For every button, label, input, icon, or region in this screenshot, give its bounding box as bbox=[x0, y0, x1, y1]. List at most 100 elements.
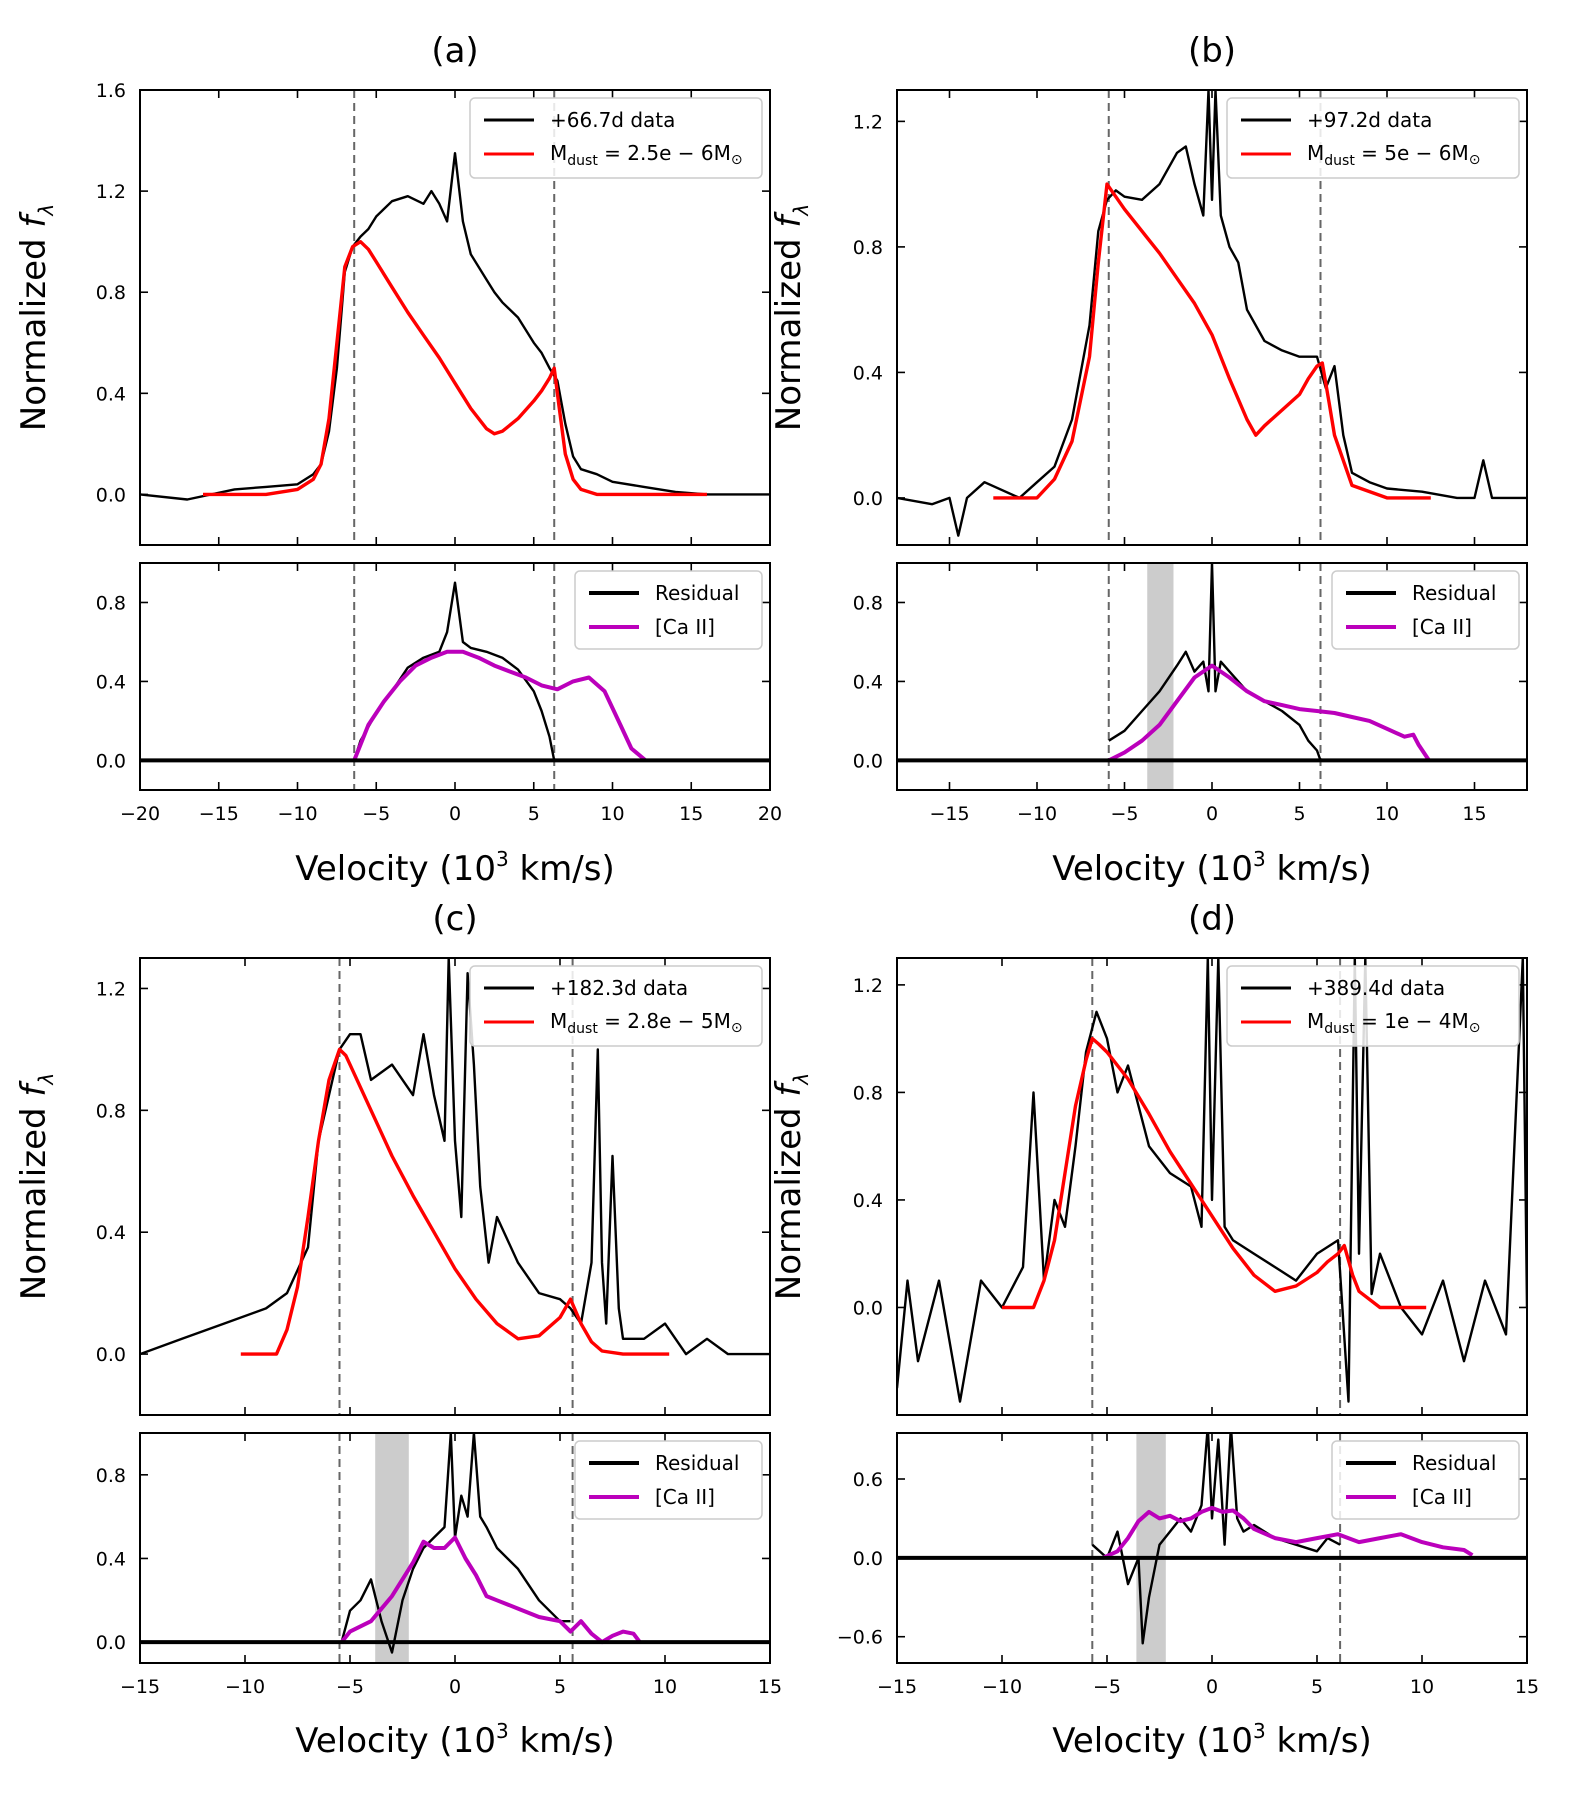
bottom-axes: 0.0 0.4 0.8 −20 −15 −10 −5 0 5 10 15 20 Residual [Ca … bbox=[96, 562, 782, 825]
xlabel-prefix: Velocity (10 bbox=[295, 1721, 496, 1761]
x-tick-label: 15 bbox=[758, 1676, 782, 1698]
ylabel-sub: λ bbox=[34, 204, 58, 217]
ylabel-prefix: Normalized bbox=[769, 1097, 809, 1301]
x-tick-label: 10 bbox=[653, 1676, 677, 1698]
y-tick-label: 0.0 bbox=[853, 488, 883, 510]
model-value: = 5e − 6M bbox=[1355, 141, 1469, 165]
legend: Residual [Ca II] bbox=[574, 1440, 763, 1520]
legend-data-label: +389.4d data bbox=[1307, 976, 1445, 1000]
y-tick-label: 1.2 bbox=[853, 111, 883, 133]
model-line bbox=[240, 1047, 670, 1356]
legend-model-label: Mdust = 5e − 6M⊙ bbox=[1307, 141, 1481, 169]
panel-title: (c) bbox=[432, 899, 477, 939]
caii-line bbox=[1107, 663, 1431, 763]
xlabel-exp: 3 bbox=[1253, 1719, 1266, 1743]
x-tick-label: 0 bbox=[449, 803, 461, 825]
xlabel-exp: 3 bbox=[496, 1719, 509, 1743]
x-tick-label: 0 bbox=[1206, 803, 1218, 825]
x-tick-label: −20 bbox=[120, 803, 160, 825]
x-tick-label: −10 bbox=[982, 1676, 1022, 1698]
legend-box bbox=[469, 97, 763, 179]
y-tick-label: 0.0 bbox=[853, 750, 883, 772]
xlabel-suffix: km/s) bbox=[1266, 1721, 1372, 1761]
model-sun: ⊙ bbox=[731, 1020, 743, 1036]
model-sub: dust bbox=[567, 153, 598, 169]
panel-title: (d) bbox=[1188, 899, 1236, 939]
plot-area bbox=[897, 563, 1527, 790]
data-line bbox=[897, 90, 1527, 537]
data-line bbox=[140, 151, 770, 501]
y-tick-label: 1.2 bbox=[96, 181, 126, 203]
model-m: M bbox=[550, 1009, 567, 1033]
plot-area bbox=[140, 90, 770, 545]
xlabel-suffix: km/s) bbox=[509, 1721, 615, 1761]
y-tick-label: 0.8 bbox=[96, 1465, 126, 1487]
legend-residual-label: Residual bbox=[1412, 1451, 1496, 1475]
model-m: M bbox=[550, 141, 567, 165]
legend-box bbox=[1331, 570, 1520, 650]
x-tick-label: 15 bbox=[679, 803, 703, 825]
xlabel-prefix: Velocity (10 bbox=[295, 849, 496, 889]
model-sub: dust bbox=[1324, 1021, 1355, 1037]
model-line bbox=[993, 182, 1431, 500]
residual-line bbox=[340, 1433, 571, 1654]
legend: +389.4d data Mdust = 1e − 4M⊙ bbox=[1226, 965, 1520, 1047]
bottom-axes: −0.6 0.0 0.6 −15 −10 −5 0 5 10 15 Residual [Ca II] bbox=[837, 1432, 1539, 1698]
y-tick-label: 0.8 bbox=[96, 282, 126, 304]
x-tick-label: −15 bbox=[120, 1676, 160, 1698]
x-tick-label: 5 bbox=[1293, 803, 1305, 825]
plot-area bbox=[897, 1433, 1527, 1663]
x-axis-label: Velocity (103 km/s) bbox=[295, 1719, 615, 1761]
y-tick-label: 0.4 bbox=[853, 362, 883, 384]
y-tick-label: 0.8 bbox=[853, 592, 883, 614]
x-tick-label: −5 bbox=[1093, 1676, 1121, 1698]
plot-area bbox=[140, 563, 770, 790]
y-tick-label: 0.4 bbox=[96, 671, 126, 693]
x-axis-label: Velocity (103 km/s) bbox=[295, 847, 615, 889]
model-sun: ⊙ bbox=[1469, 152, 1481, 168]
legend: Residual [Ca II] bbox=[1331, 570, 1520, 650]
xlabel-suffix: km/s) bbox=[509, 849, 615, 889]
legend-model-label: Mdust = 2.5e − 6M⊙ bbox=[550, 141, 743, 169]
model-m: M bbox=[1307, 1009, 1324, 1033]
model-sun: ⊙ bbox=[1469, 1020, 1481, 1036]
model-sub: dust bbox=[1324, 153, 1355, 169]
x-tick-label: −10 bbox=[1017, 803, 1057, 825]
y-axis-label: Normalized fλ bbox=[769, 204, 813, 431]
caii-line bbox=[1101, 1505, 1474, 1560]
shaded-region bbox=[375, 1433, 409, 1663]
x-tick-label: −5 bbox=[1110, 803, 1138, 825]
x-tick-label: 15 bbox=[1462, 803, 1486, 825]
x-tick-label: 5 bbox=[528, 803, 540, 825]
y-tick-label: 0.0 bbox=[96, 1344, 126, 1366]
top-axes: 0.0 0.4 0.8 1.2 +182.3d data Mdust = 2.8e − 5… bbox=[96, 957, 771, 1416]
ylabel-prefix: Normalized bbox=[14, 228, 54, 432]
ylabel-prefix: Normalized bbox=[14, 1097, 54, 1301]
legend-model-label: Mdust = 1e − 4M⊙ bbox=[1307, 1009, 1481, 1037]
x-axis-label: Velocity (103 km/s) bbox=[1052, 847, 1372, 889]
y-tick-label: 0.4 bbox=[853, 1190, 883, 1212]
legend-data-label: +97.2d data bbox=[1307, 108, 1432, 132]
legend-residual-label: Residual bbox=[1412, 581, 1496, 605]
y-tick-label: 0.8 bbox=[853, 1082, 883, 1104]
plot-area bbox=[897, 90, 1527, 545]
x-tick-label: 0 bbox=[1206, 1676, 1218, 1698]
legend: Residual [Ca II] bbox=[574, 570, 763, 650]
panel-title: (a) bbox=[431, 31, 478, 71]
legend-box bbox=[1226, 97, 1520, 179]
ylabel-sub: λ bbox=[789, 1073, 813, 1086]
y-tick-label: 0.8 bbox=[853, 237, 883, 259]
bottom-axes: 0.0 0.4 0.8 −15 −10 −5 0 5 10 15 Residual [Ca II] bbox=[853, 562, 1528, 825]
model-line bbox=[1002, 1036, 1427, 1310]
legend-residual-label: Residual bbox=[655, 581, 739, 605]
legend-caii-label: [Ca II] bbox=[655, 615, 715, 639]
legend-data-label: +182.3d data bbox=[550, 976, 688, 1000]
x-tick-label: 5 bbox=[554, 1676, 566, 1698]
legend: +66.7d data Mdust = 2.5e − 6M⊙ bbox=[469, 97, 763, 179]
y-tick-label: 1.2 bbox=[853, 975, 883, 997]
bottom-axes: 0.0 0.4 0.8 −15 −10 −5 0 5 10 15 Residual [Ca II] bbox=[96, 1432, 782, 1698]
y-tick-label: 0.4 bbox=[96, 1222, 126, 1244]
legend-box bbox=[574, 1440, 763, 1520]
legend-box bbox=[574, 570, 763, 650]
